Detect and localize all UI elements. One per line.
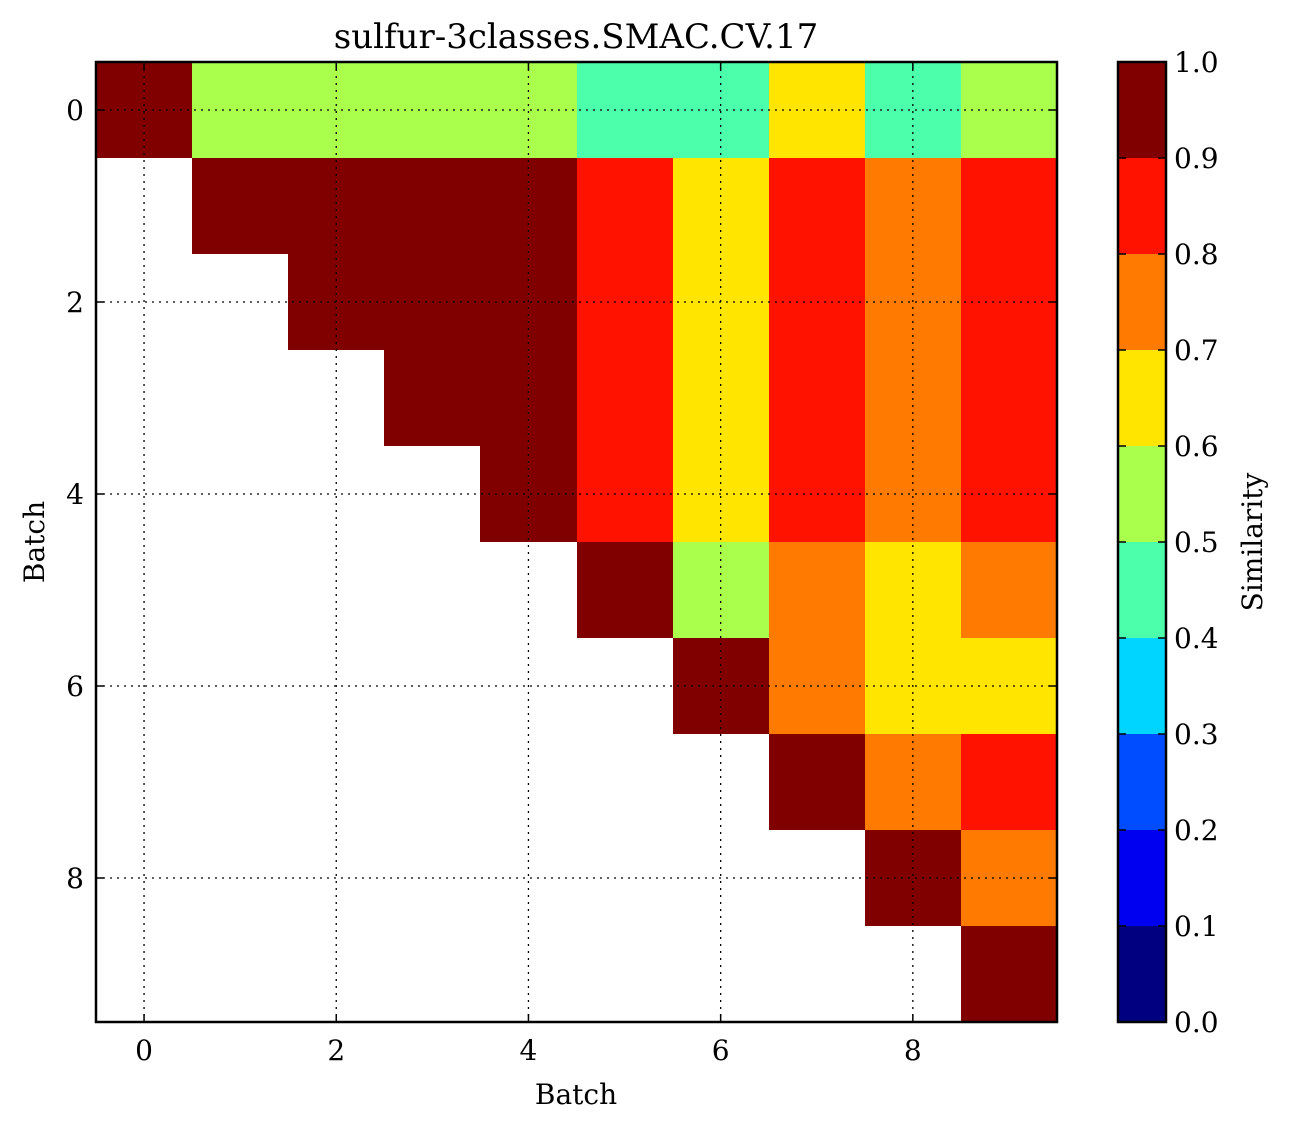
- colorbar-tick-label: 0.7: [1174, 334, 1219, 367]
- colorbar-segment-2: [1118, 734, 1166, 830]
- colorbar-segment-4: [1118, 542, 1166, 638]
- heatmap-cell-1-5: [577, 158, 673, 254]
- heatmap-cell-5-7: [769, 542, 865, 638]
- chart-title: sulfur-3classes.SMAC.CV.17: [334, 17, 819, 57]
- heatmap-cell-5-9: [961, 542, 1057, 638]
- heatmap-cell-5-5: [577, 542, 673, 638]
- colorbar-tick-label: 0.6: [1174, 430, 1219, 463]
- colorbar-tick-label: 0.3: [1174, 718, 1219, 751]
- colorbar-segment-3: [1118, 638, 1166, 734]
- colorbar-tick-label: 0.8: [1174, 238, 1219, 271]
- x-tick-label: 6: [712, 1034, 730, 1067]
- heatmap-cell-1-4: [480, 158, 577, 254]
- colorbar-segment-9: [1118, 62, 1166, 158]
- heatmap-cell-3-7: [769, 350, 865, 446]
- heatmap-cells: [96, 62, 1057, 1022]
- heatmap-cell-3-9: [961, 350, 1057, 446]
- heatmap-cell-7-9: [961, 734, 1057, 830]
- colorbar-tick-label: 1.0: [1174, 46, 1219, 79]
- colorbar-tick-label: 0.9: [1174, 142, 1219, 175]
- heatmap-cell-7-7: [769, 734, 865, 830]
- colorbar-segment-1: [1118, 830, 1166, 926]
- y-tick-label: 4: [66, 478, 84, 511]
- x-tick-label: 4: [520, 1034, 538, 1067]
- colorbar-segment-8: [1118, 158, 1166, 254]
- heatmap-cell-0-1: [192, 62, 288, 158]
- heatmap-cell-1-2: [288, 158, 384, 254]
- y-tick-label: 2: [66, 286, 84, 319]
- x-axis-label: Batch: [535, 1078, 617, 1111]
- colorbar-segment-6: [1118, 350, 1166, 446]
- x-tick-label: 2: [327, 1034, 345, 1067]
- heatmap-cell-1-3: [384, 158, 480, 254]
- heatmap-cell-4-8: [865, 446, 961, 542]
- heatmap-cell-4-4: [480, 446, 577, 542]
- x-tick-label: 8: [904, 1034, 922, 1067]
- colorbar-segment-5: [1118, 446, 1166, 542]
- heatmap-cell-1-1: [192, 158, 288, 254]
- heatmap-cell-2-5: [577, 254, 673, 350]
- heatmap-cell-1-7: [769, 158, 865, 254]
- colorbar-tick-label: 0.4: [1174, 622, 1219, 655]
- x-tick-label: 0: [135, 1034, 153, 1067]
- y-tick-label: 6: [66, 670, 84, 703]
- y-tick-label: 8: [66, 862, 84, 895]
- heatmap-cell-1-8: [865, 158, 961, 254]
- axis-ticks: 0 2 4 6 8 0 2 4 6 8: [66, 62, 1057, 1067]
- colorbar-tick-label: 0.0: [1174, 1006, 1219, 1039]
- heatmap-cell-1-9: [961, 158, 1057, 254]
- colorbar-segment-0: [1118, 926, 1166, 1022]
- heatmap-cell-0-5: [577, 62, 673, 158]
- heatmap-cell-3-5: [577, 350, 673, 446]
- y-axis-label: Batch: [18, 501, 51, 583]
- heatmap-cell-9-9: [961, 926, 1057, 1022]
- colorbar: 0.0 0.1 0.2 0.3 0.4 0.5 0.6 0.7 0.8 0.9 1.0: [1116, 46, 1219, 1039]
- colorbar-tick-label: 0.1: [1174, 910, 1219, 943]
- colorbar-label: Similarity: [1236, 472, 1269, 611]
- grid-lines: [96, 62, 1057, 1022]
- plot-frame: [94, 60, 1059, 1024]
- heatmap-cell-8-8: [865, 830, 961, 926]
- heatmap-cell-3-3: [384, 350, 480, 446]
- colorbar-tick-label: 0.5: [1174, 526, 1219, 559]
- colorbar-segment-7: [1118, 254, 1166, 350]
- colorbar-tick-label: 0.2: [1174, 814, 1219, 847]
- heatmap-cell-1-6: [673, 158, 769, 254]
- y-tick-label: 0: [66, 94, 84, 127]
- heatmap-cell-4-5: [577, 446, 673, 542]
